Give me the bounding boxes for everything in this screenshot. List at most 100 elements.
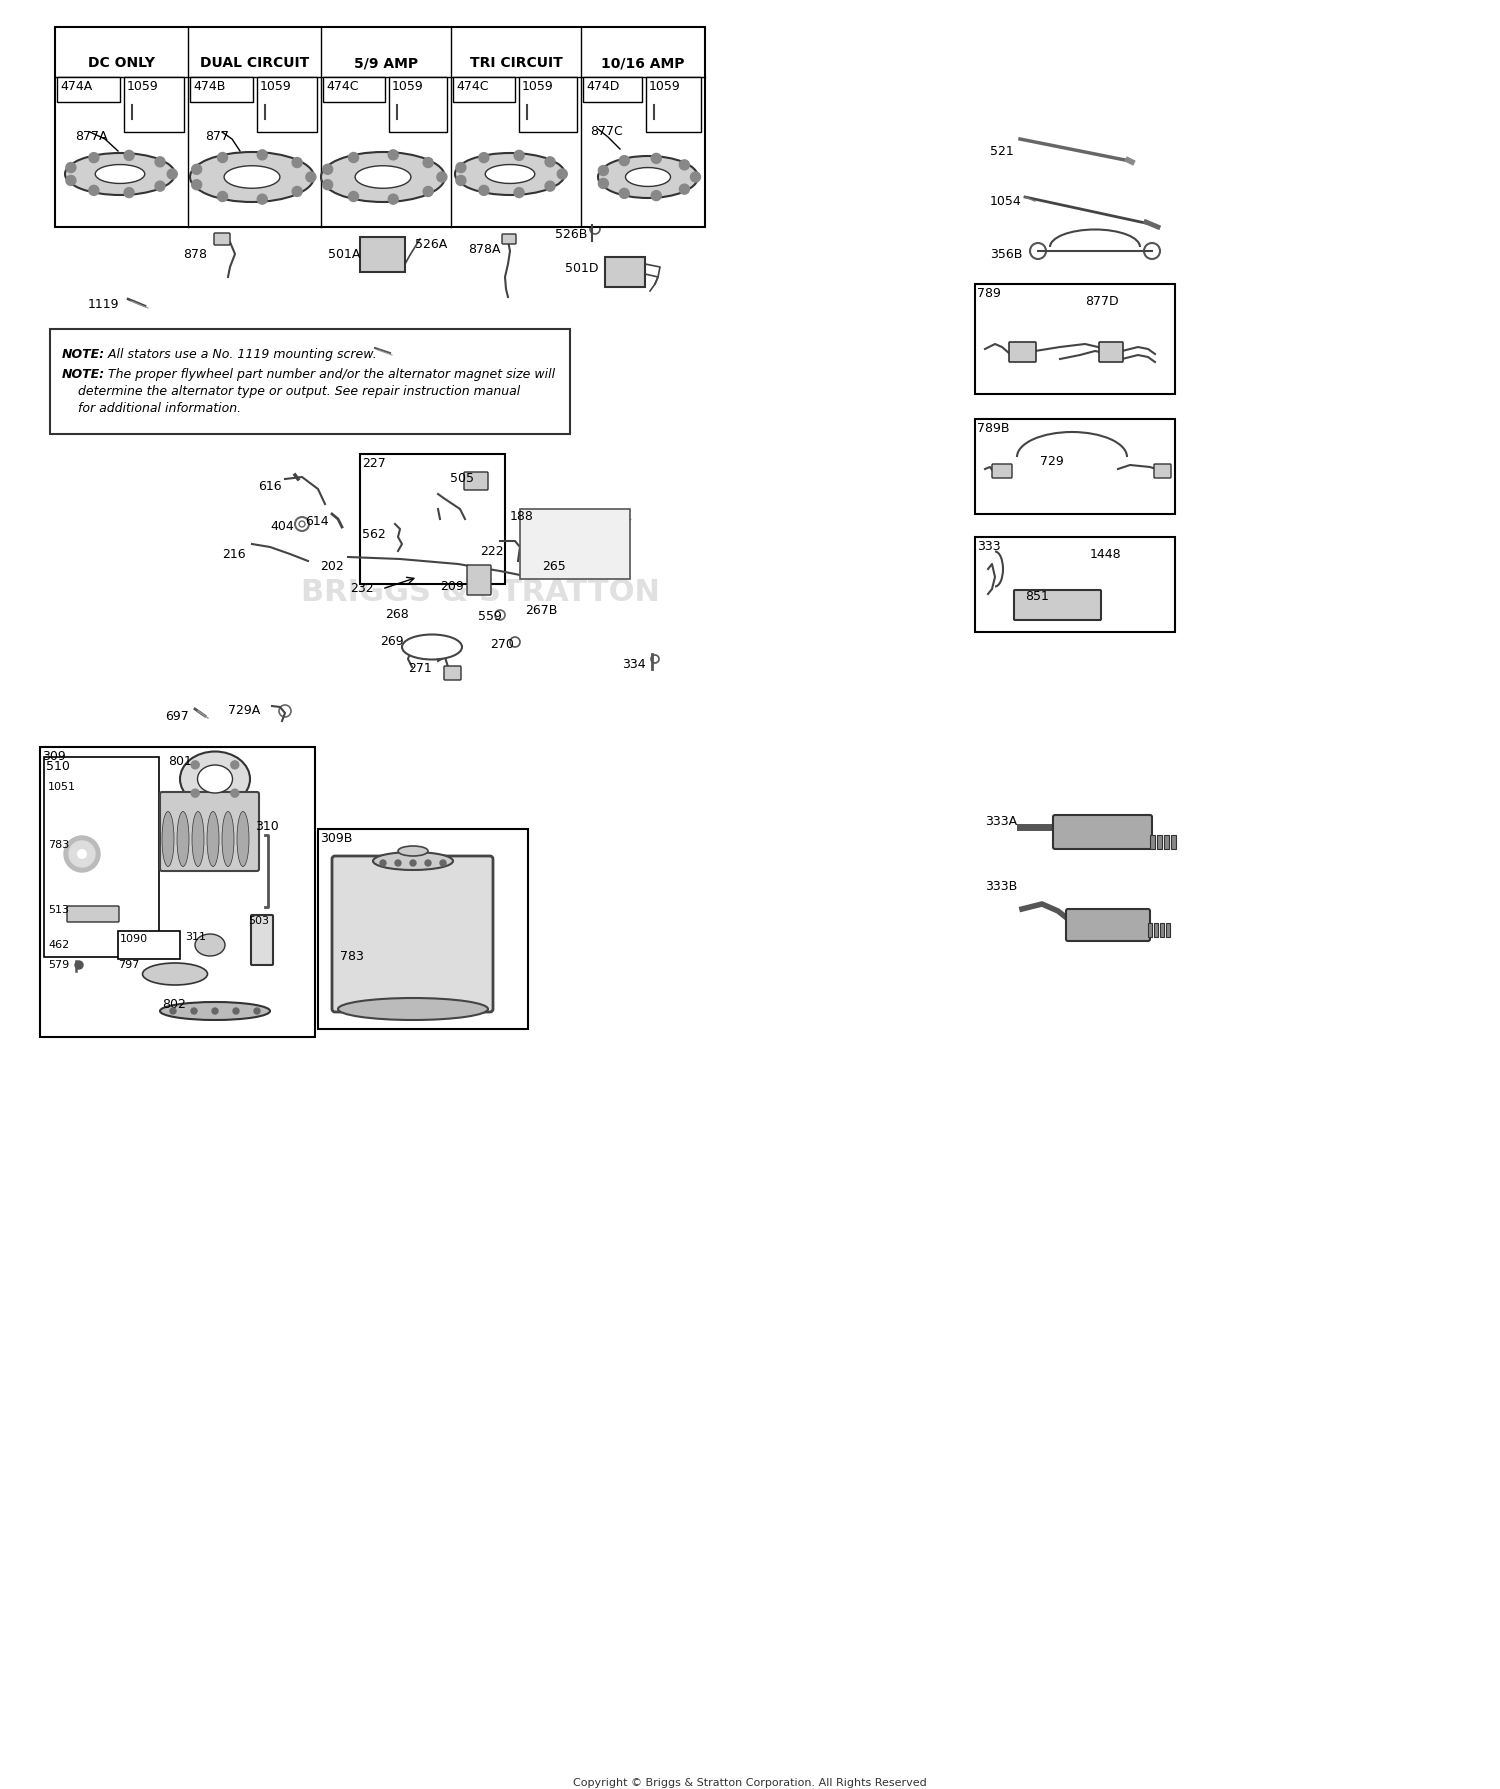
Text: 1059: 1059 <box>260 81 292 93</box>
Text: 216: 216 <box>222 547 246 560</box>
Circle shape <box>211 1009 217 1014</box>
FancyBboxPatch shape <box>444 667 460 680</box>
Text: 309: 309 <box>42 750 66 762</box>
Bar <box>40 748 315 1038</box>
Text: 783: 783 <box>340 950 364 962</box>
Bar <box>1148 923 1152 937</box>
Ellipse shape <box>454 154 566 195</box>
Text: 1119: 1119 <box>88 297 120 311</box>
Text: 559: 559 <box>478 610 502 623</box>
Circle shape <box>124 152 134 161</box>
Text: DUAL CIRCUIT: DUAL CIRCUIT <box>200 55 309 70</box>
Bar <box>1166 923 1170 937</box>
Bar <box>519 79 578 132</box>
Circle shape <box>168 170 177 181</box>
Text: NOTE:: NOTE: <box>62 369 105 381</box>
Text: for additional information.: for additional information. <box>78 403 242 415</box>
Circle shape <box>76 850 87 859</box>
Text: 474D: 474D <box>586 81 620 93</box>
Ellipse shape <box>398 846 427 857</box>
Bar <box>1160 923 1164 937</box>
Bar <box>584 79 642 104</box>
FancyBboxPatch shape <box>1053 816 1152 850</box>
Text: 851: 851 <box>1024 590 1048 603</box>
Text: determine the alternator type or output. See repair instruction manual: determine the alternator type or output.… <box>78 385 520 397</box>
Circle shape <box>292 188 302 197</box>
Circle shape <box>256 150 267 161</box>
Text: 222: 222 <box>480 544 504 558</box>
Bar <box>1154 923 1158 937</box>
Ellipse shape <box>338 998 488 1020</box>
Bar <box>124 79 184 132</box>
Circle shape <box>436 174 447 182</box>
Circle shape <box>292 159 302 168</box>
Circle shape <box>514 188 523 199</box>
Text: 513: 513 <box>48 905 69 914</box>
Text: 267B: 267B <box>525 603 558 617</box>
Text: 526A: 526A <box>416 238 447 250</box>
Text: 503: 503 <box>248 916 268 925</box>
Bar <box>1172 835 1176 850</box>
Text: 271: 271 <box>408 662 432 674</box>
Text: 474C: 474C <box>326 81 358 93</box>
Text: 265: 265 <box>542 560 566 572</box>
Circle shape <box>456 163 466 174</box>
Text: 10/16 AMP: 10/16 AMP <box>602 55 684 70</box>
Circle shape <box>190 789 200 798</box>
Text: 501D: 501D <box>566 261 598 276</box>
Ellipse shape <box>207 812 219 868</box>
Text: 5/9 AMP: 5/9 AMP <box>354 55 419 70</box>
Circle shape <box>680 184 690 195</box>
Circle shape <box>322 165 333 175</box>
Circle shape <box>456 177 466 186</box>
FancyBboxPatch shape <box>1066 909 1150 941</box>
Ellipse shape <box>224 166 280 190</box>
Bar <box>360 238 405 274</box>
Text: 562: 562 <box>362 528 386 540</box>
Circle shape <box>598 166 609 177</box>
Ellipse shape <box>96 165 146 184</box>
Text: TRI CIRCUIT: TRI CIRCUIT <box>470 55 562 70</box>
Ellipse shape <box>160 1002 270 1020</box>
Ellipse shape <box>180 751 250 807</box>
FancyBboxPatch shape <box>464 472 488 490</box>
Circle shape <box>232 1009 238 1014</box>
Bar <box>322 79 386 104</box>
Ellipse shape <box>486 165 534 184</box>
Text: NOTE:: NOTE: <box>62 347 105 361</box>
Text: 1051: 1051 <box>48 782 76 791</box>
Text: 1448: 1448 <box>1090 547 1122 560</box>
Circle shape <box>514 152 523 161</box>
Text: 1059: 1059 <box>522 81 554 93</box>
Text: 802: 802 <box>162 998 186 1011</box>
Ellipse shape <box>598 157 698 199</box>
Text: 404: 404 <box>270 521 294 533</box>
Bar <box>1164 835 1168 850</box>
Text: 505: 505 <box>450 472 474 485</box>
Circle shape <box>217 193 228 202</box>
Ellipse shape <box>195 934 225 957</box>
Bar <box>50 329 570 435</box>
Text: 356B: 356B <box>990 249 1023 261</box>
Circle shape <box>154 182 165 191</box>
Circle shape <box>306 174 316 182</box>
Circle shape <box>388 195 398 206</box>
Bar <box>118 932 180 959</box>
Bar <box>1156 835 1162 850</box>
Circle shape <box>598 179 609 190</box>
Circle shape <box>170 1009 176 1014</box>
Circle shape <box>124 188 134 199</box>
Ellipse shape <box>356 166 411 190</box>
FancyBboxPatch shape <box>466 565 490 596</box>
Text: 877: 877 <box>206 131 230 143</box>
Ellipse shape <box>64 154 176 195</box>
Circle shape <box>231 762 238 769</box>
Bar <box>57 79 120 104</box>
Bar <box>318 830 528 1029</box>
Ellipse shape <box>222 812 234 868</box>
Text: 614: 614 <box>304 515 328 528</box>
Circle shape <box>440 861 446 866</box>
Circle shape <box>88 154 99 163</box>
Ellipse shape <box>237 812 249 868</box>
Circle shape <box>410 861 416 866</box>
